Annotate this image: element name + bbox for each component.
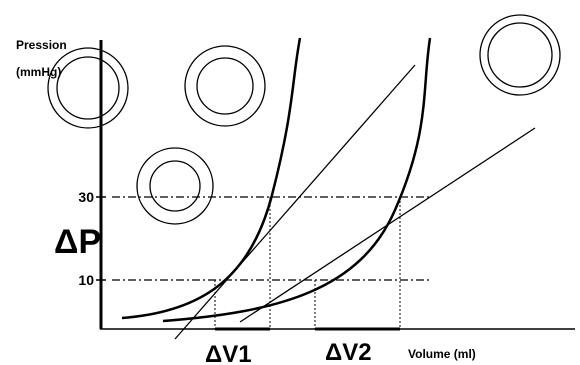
delta-p-label: ΔP: [54, 223, 101, 261]
delta-v2-label: ΔV2: [325, 339, 372, 365]
y-axis-unit: (mmHg): [16, 65, 61, 79]
y-axis-title: Pression: [16, 38, 67, 52]
diagram: Pression (mmHg) 30 10 ΔP ΔV1 ΔV2 Volume …: [0, 0, 580, 365]
vessel-inner: [197, 58, 253, 114]
x-axis-title: Volume (ml): [408, 347, 476, 361]
vessel-inner: [488, 23, 552, 87]
delta-v1-label: ΔV1: [205, 341, 252, 365]
tick-label: 10: [78, 272, 94, 288]
vessel-inner: [150, 161, 200, 211]
projection-lines: [215, 197, 400, 329]
vessel-inner: [57, 57, 119, 119]
tangent-line-2: [240, 128, 535, 322]
tick-label: 30: [78, 189, 94, 205]
